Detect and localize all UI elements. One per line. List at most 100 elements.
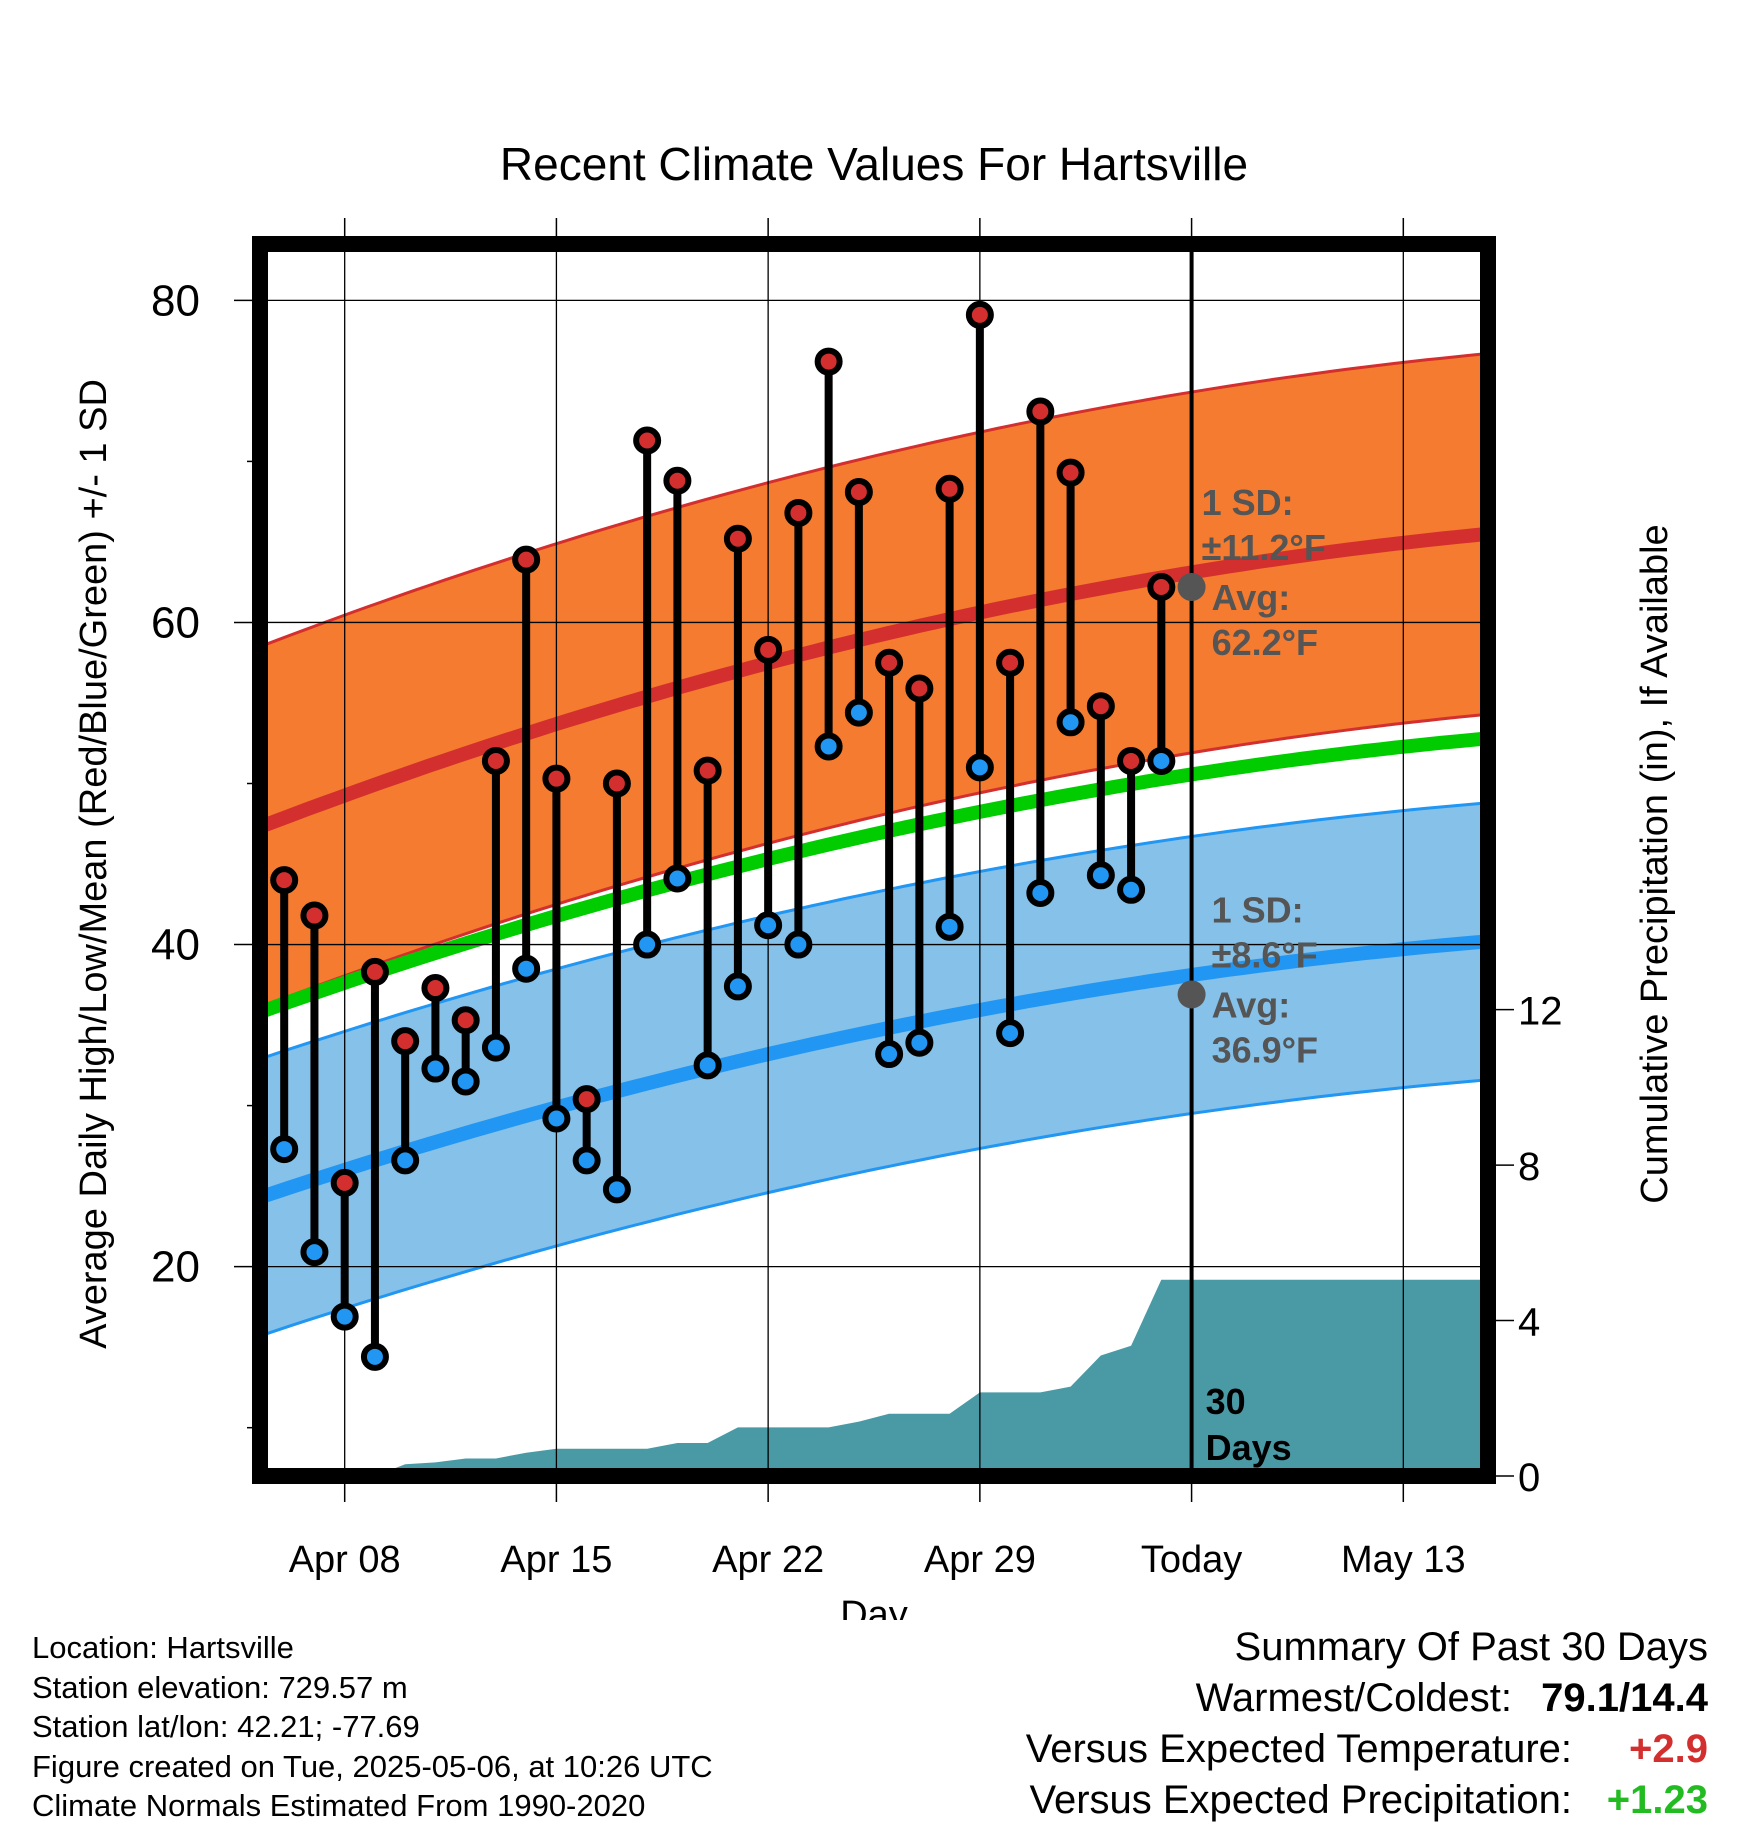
daily-low-point xyxy=(391,1146,420,1175)
daily-low-point xyxy=(784,930,813,959)
daily-low-point xyxy=(1147,746,1176,775)
daily-high-point xyxy=(965,300,994,329)
y-axis-label-left: Average Daily High/Low/Mean (Red/Blue/Gr… xyxy=(73,379,115,1349)
daily-high-point xyxy=(693,756,722,785)
x-tick-label: Apr 08 xyxy=(289,1539,401,1581)
plot-frame xyxy=(252,236,1496,1484)
high-band-lower-edge xyxy=(260,712,1488,1009)
summary-panel: Summary Of Past 30 Days Warmest/Coldest:… xyxy=(1026,1622,1708,1826)
low-avg-value: 36.9°F xyxy=(1212,1029,1318,1070)
warm-cold-label: Warmest/Coldest: xyxy=(1195,1676,1512,1720)
precip-label: Versus Expected Precipitation: xyxy=(1029,1778,1572,1822)
low-sd-value: ±8.6°F xyxy=(1212,934,1318,975)
y-tick-label-left: 20 xyxy=(151,1243,200,1292)
normals-text: Climate Normals Estimated From 1990-2020 xyxy=(32,1788,646,1823)
low-band-upper-edge xyxy=(260,801,1488,1061)
x-axis-label: Day xyxy=(840,1594,908,1620)
daily-low-point xyxy=(602,1175,631,1204)
daily-low-point xyxy=(875,1040,904,1069)
daily-low-point xyxy=(693,1051,722,1080)
y-axis-label-right: Cumulative Precipitation (in), If Availa… xyxy=(1634,524,1676,1203)
temp-value: +2.9 xyxy=(1629,1727,1708,1771)
daily-low-point xyxy=(542,1104,571,1133)
high-sd-label: 1 SD: xyxy=(1202,482,1294,523)
daily-low-point xyxy=(481,1033,510,1062)
daily-low-point xyxy=(723,972,752,1001)
daily-low-point xyxy=(935,912,964,941)
high-band-upper-edge xyxy=(260,352,1488,649)
daily-low-point xyxy=(844,698,873,727)
daily-low-point xyxy=(965,753,994,782)
daily-high-point xyxy=(481,746,510,775)
low-avg-label: Avg: xyxy=(1212,984,1291,1025)
temp-row: Versus Expected Temperature: +2.9 xyxy=(1026,1724,1708,1775)
chart-title: Recent Climate Values For Hartsville xyxy=(500,138,1248,190)
x-tick-label: Apr 22 xyxy=(712,1539,824,1581)
high-avg-label: Avg: xyxy=(1212,577,1291,618)
normal-high-line xyxy=(260,526,1488,834)
daily-low-point xyxy=(1117,875,1146,904)
daily-low-point xyxy=(633,930,662,959)
daily-high-point xyxy=(572,1085,601,1114)
today-high-avg-marker xyxy=(1177,573,1206,602)
low-sd-label: 1 SD: xyxy=(1212,889,1304,930)
climate-chart: Recent Climate Values For Hartsville 1 S… xyxy=(73,138,1676,1620)
created-text: Figure created on Tue, 2025-05-06, at 10… xyxy=(32,1748,713,1784)
low-band-lower-edge xyxy=(260,1078,1488,1338)
elevation-text: Station elevation: 729.57 m xyxy=(32,1669,408,1705)
daily-high-point xyxy=(633,426,662,455)
daily-high-point xyxy=(905,674,934,703)
daily-high-point xyxy=(451,1006,480,1035)
low-sd-band xyxy=(260,802,1488,1336)
y-tick-label-left: 60 xyxy=(151,598,200,647)
daily-low-point xyxy=(814,732,843,761)
daily-low-point xyxy=(996,1019,1025,1048)
temp-label: Versus Expected Temperature: xyxy=(1025,1727,1572,1771)
daily-low-point xyxy=(572,1146,601,1175)
daily-low-point xyxy=(330,1302,359,1331)
daily-high-point xyxy=(1147,573,1176,602)
high-sd-value: ±11.2°F xyxy=(1202,527,1326,568)
daily-low-point xyxy=(905,1028,934,1057)
precip-value: +1.23 xyxy=(1606,1778,1708,1822)
daily-high-point xyxy=(1117,746,1146,775)
daily-low-point xyxy=(1056,708,1085,737)
high-sd-band xyxy=(260,353,1488,1008)
y-tick-label-right: 4 xyxy=(1518,1301,1540,1345)
precip-row: Versus Expected Precipitation: +1.23 xyxy=(1026,1775,1708,1826)
daily-low-point xyxy=(360,1342,389,1371)
daily-low-point xyxy=(270,1135,299,1164)
daily-high-point xyxy=(754,635,783,664)
daily-high-point xyxy=(300,901,329,930)
normal-low-line xyxy=(260,934,1488,1205)
today-low-avg-marker xyxy=(1177,980,1206,1009)
location-text: Location: Hartsville xyxy=(32,1630,294,1665)
daily-low-point xyxy=(754,911,783,940)
precip-area xyxy=(260,1279,1488,1476)
daily-high-point xyxy=(723,524,752,553)
station-info: Location: Hartsville Station elevation: … xyxy=(32,1628,713,1826)
normal-mean-line xyxy=(260,731,1488,1019)
x-tick-label: Apr 15 xyxy=(500,1539,612,1581)
daily-high-point xyxy=(391,1027,420,1056)
daily-high-point xyxy=(512,545,541,574)
daily-low-point xyxy=(512,954,541,983)
daily-high-point xyxy=(814,347,843,376)
latlon-text: Station lat/lon: 42.21; -77.69 xyxy=(32,1709,420,1744)
daily-low-point xyxy=(1026,879,1055,908)
daily-high-point xyxy=(663,466,692,495)
daily-high-point xyxy=(602,769,631,798)
daily-high-point xyxy=(1056,458,1085,487)
y-tick-label-right: 0 xyxy=(1518,1456,1540,1500)
warm-cold-row: Warmest/Coldest: 79.1/14.4 xyxy=(1026,1673,1708,1724)
high-avg-value: 62.2°F xyxy=(1212,622,1318,663)
daily-high-point xyxy=(360,957,389,986)
daily-high-point xyxy=(935,474,964,503)
daily-high-point xyxy=(1086,692,1115,721)
daily-high-point xyxy=(421,974,450,1003)
daily-high-point xyxy=(330,1168,359,1197)
daily-high-point xyxy=(542,764,571,793)
y-tick-label-right: 12 xyxy=(1518,990,1563,1034)
x-tick-label: May 13 xyxy=(1341,1539,1466,1581)
